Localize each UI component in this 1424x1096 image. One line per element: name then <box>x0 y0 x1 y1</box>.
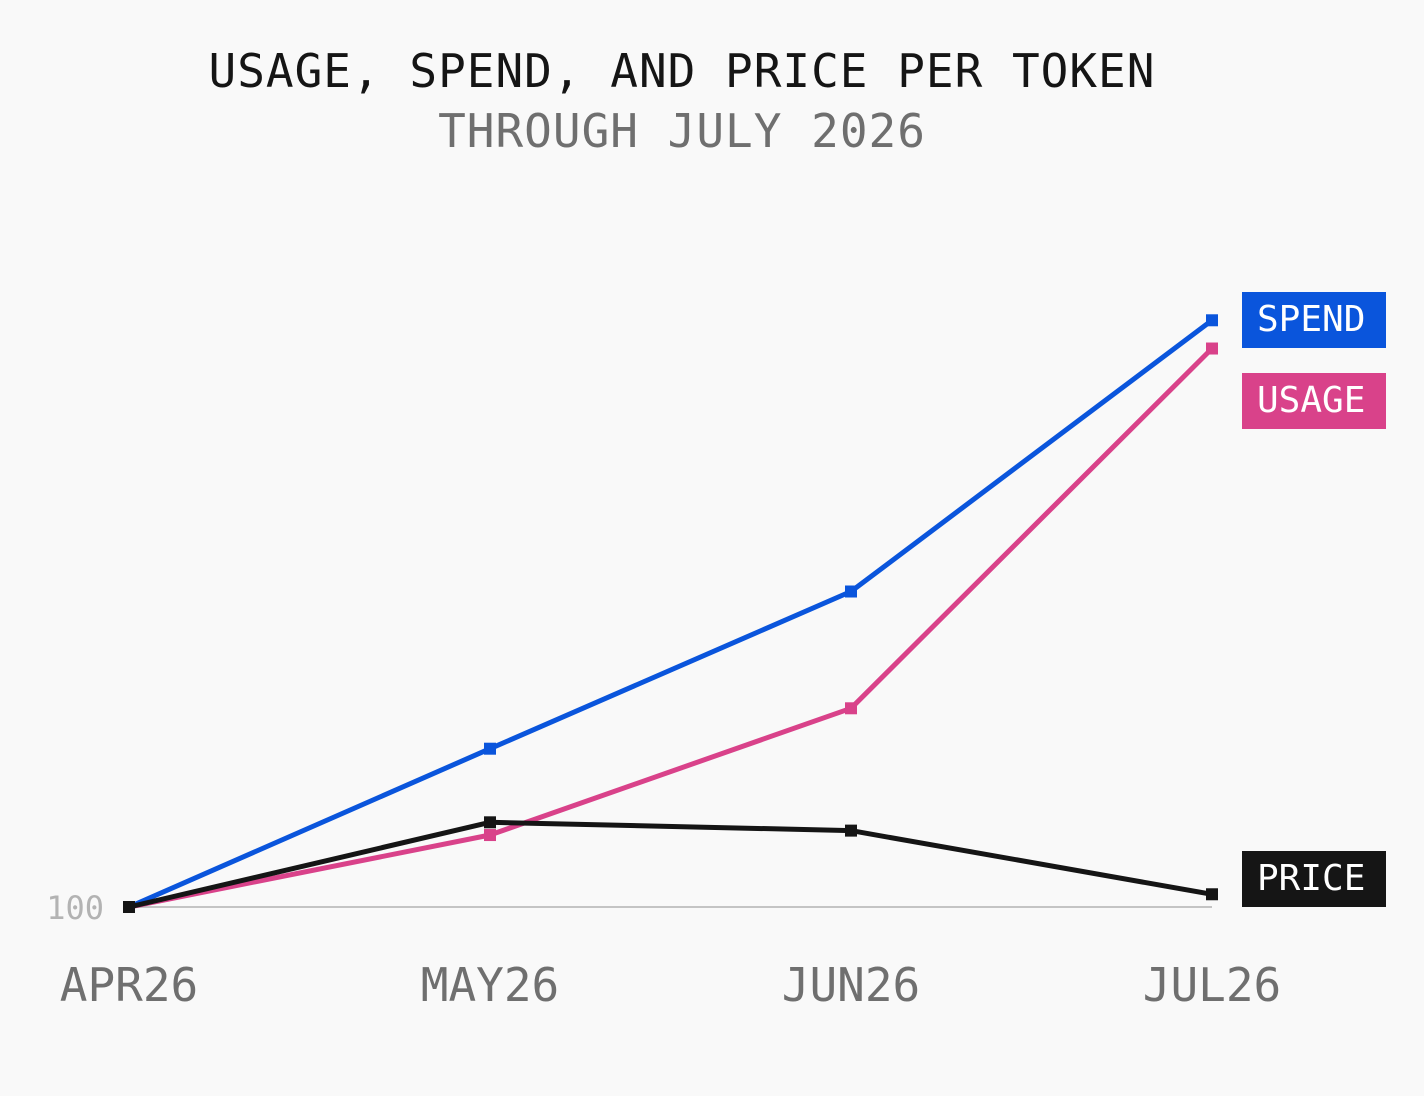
data-point-spend <box>484 742 496 755</box>
data-point-spend <box>1206 314 1218 327</box>
series-label-price: PRICE <box>1242 851 1386 907</box>
x-tick-label: JUN26 <box>782 958 920 1012</box>
x-tick-label: JUL26 <box>1143 958 1281 1012</box>
data-point-price <box>1206 888 1218 901</box>
data-point-usage <box>1206 342 1218 355</box>
series-line-spend <box>127 318 1214 910</box>
data-point-price <box>845 824 857 837</box>
series-label-spend: SPEND <box>1242 292 1386 349</box>
x-tick-label: APR26 <box>60 958 198 1012</box>
series-label-usage: USAGE <box>1242 373 1386 430</box>
chart-title: USAGE, SPEND, AND PRICE PER TOKEN <box>208 44 1156 98</box>
y-tick-label: 100 <box>46 889 104 927</box>
data-point-usage <box>845 702 857 715</box>
data-point-price <box>123 901 135 913</box>
x-tick-label: MAY26 <box>421 958 559 1012</box>
data-point-spend <box>845 585 857 598</box>
series-line-price <box>128 819 1213 910</box>
data-point-usage <box>484 829 496 842</box>
series-line-usage <box>128 346 1214 910</box>
data-point-price <box>484 816 496 829</box>
chart-subtitle: THROUGH JULY 2026 <box>438 104 926 158</box>
